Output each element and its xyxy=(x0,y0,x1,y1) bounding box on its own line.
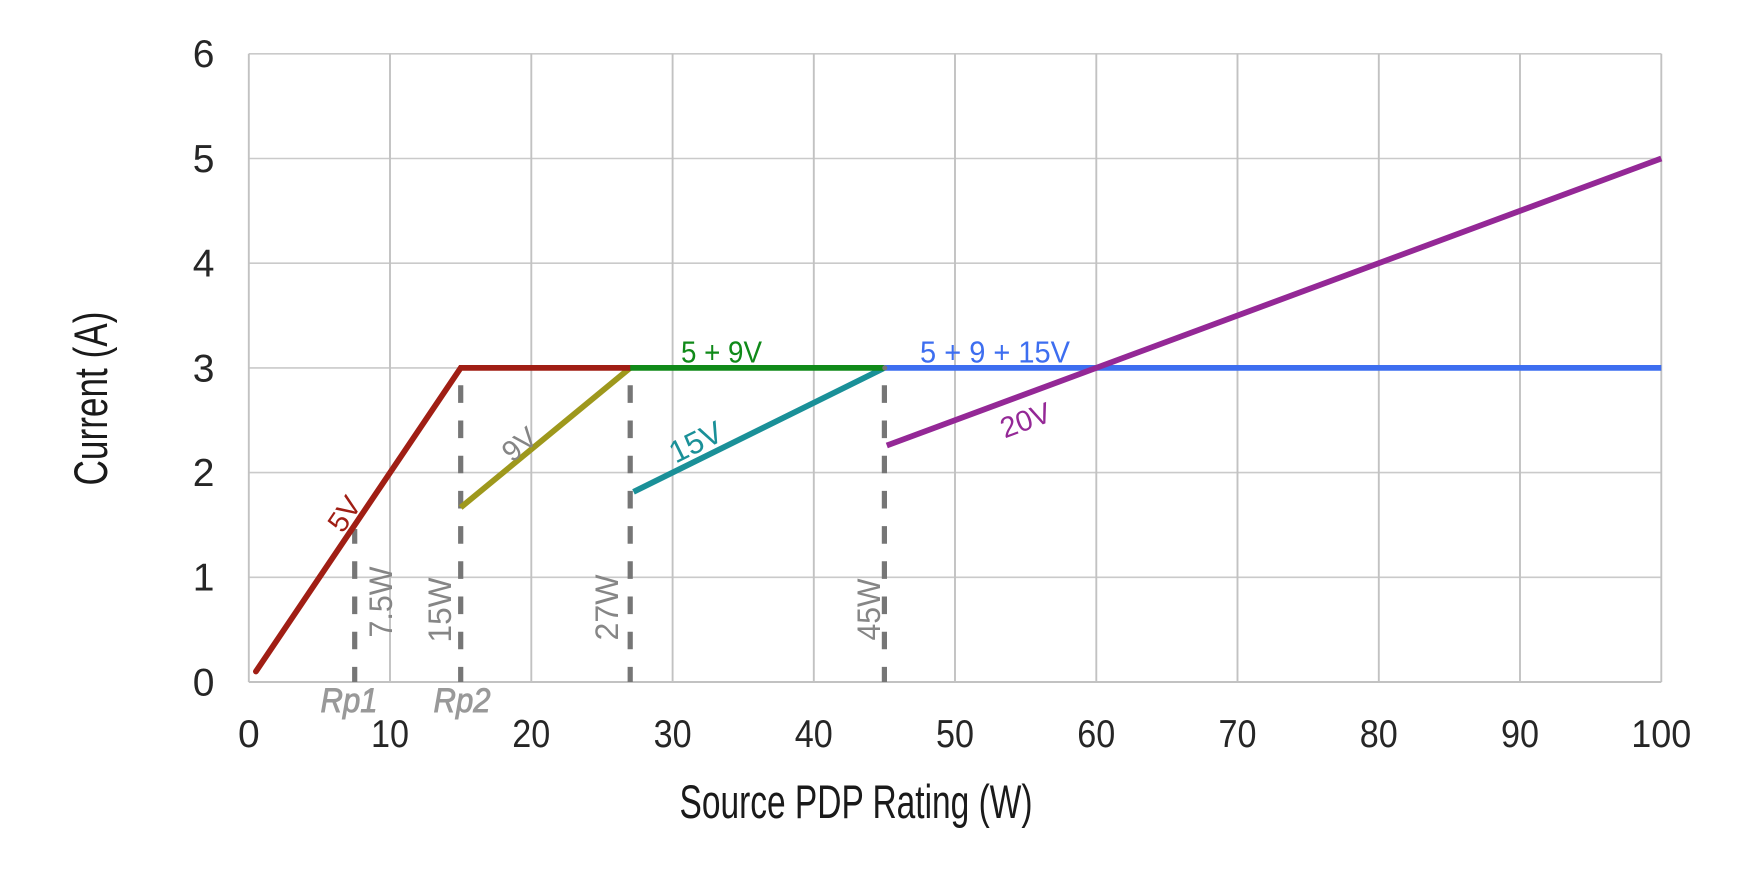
svg-text:80: 80 xyxy=(1360,713,1398,756)
svg-text:6: 6 xyxy=(193,33,215,76)
svg-text:3: 3 xyxy=(193,347,215,390)
svg-text:60: 60 xyxy=(1077,713,1115,756)
svg-text:20: 20 xyxy=(512,713,550,756)
svg-text:90: 90 xyxy=(1501,713,1539,756)
svg-text:5: 5 xyxy=(193,138,215,181)
svg-text:Source PDP Rating (W): Source PDP Rating (W) xyxy=(680,775,1033,828)
svg-text:27W: 27W xyxy=(589,574,625,641)
svg-text:5 + 9 + 15V: 5 + 9 + 15V xyxy=(920,335,1070,370)
svg-text:2: 2 xyxy=(193,452,215,495)
svg-text:30: 30 xyxy=(654,713,692,756)
svg-text:10: 10 xyxy=(371,713,409,756)
svg-text:Rp2: Rp2 xyxy=(434,682,491,720)
svg-text:5 + 9V: 5 + 9V xyxy=(681,335,762,370)
svg-text:Rp1: Rp1 xyxy=(321,682,378,720)
svg-text:Current (A): Current (A) xyxy=(64,312,117,486)
svg-text:50: 50 xyxy=(936,713,974,756)
svg-text:1: 1 xyxy=(193,557,215,600)
svg-text:70: 70 xyxy=(1219,713,1257,756)
svg-text:4: 4 xyxy=(193,243,215,286)
svg-text:0: 0 xyxy=(193,661,215,704)
svg-text:45W: 45W xyxy=(851,578,887,641)
svg-text:100: 100 xyxy=(1631,713,1691,756)
svg-text:7.5W: 7.5W xyxy=(363,566,399,638)
svg-text:40: 40 xyxy=(795,713,833,756)
svg-text:15W: 15W xyxy=(422,577,458,643)
svg-text:0: 0 xyxy=(238,713,260,756)
